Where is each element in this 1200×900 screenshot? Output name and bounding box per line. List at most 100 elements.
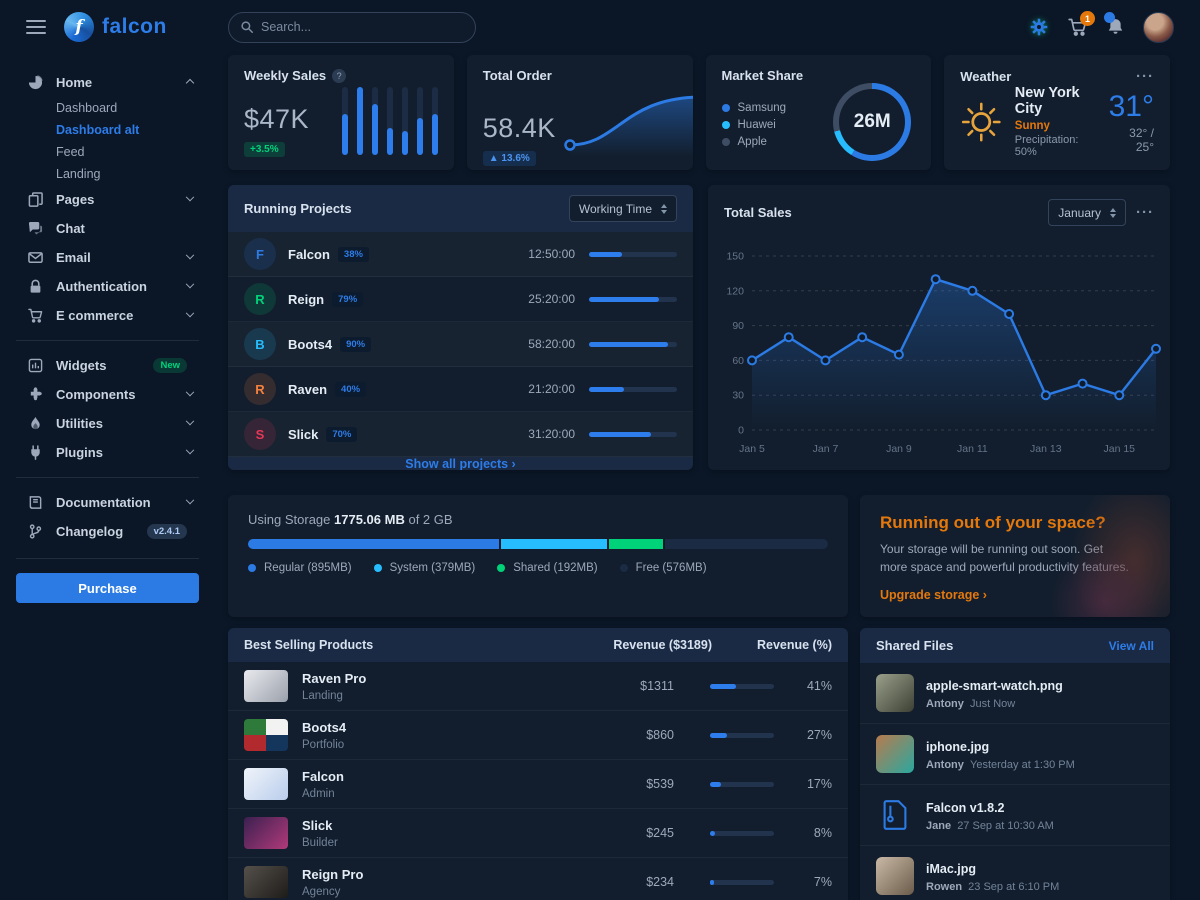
sidebar-item-label: Widgets — [56, 358, 107, 373]
weather-precipitation: Precipitation: 50% — [1014, 134, 1079, 158]
product-category-link[interactable]: Landing — [302, 690, 343, 702]
fire-icon — [28, 416, 44, 432]
bar-track — [356, 87, 363, 155]
sidebar-item-utilities[interactable]: Utilities — [14, 409, 201, 438]
project-time: 58:20:00 — [528, 337, 575, 351]
more-menu-icon[interactable]: ··· — [1136, 204, 1154, 221]
product-name-link[interactable]: Falcon — [302, 769, 344, 784]
search-box[interactable] — [228, 11, 476, 43]
project-name-link[interactable]: Boots4 — [288, 336, 333, 352]
revenue-pct-column-header: Revenue (%) — [756, 638, 832, 652]
project-percent-badge: 79% — [332, 291, 364, 307]
sidebar-item-dashboard[interactable]: Dashboard — [56, 101, 118, 115]
project-name-link[interactable]: Reign — [288, 291, 325, 307]
file-name-link[interactable]: apple-smart-watch.png — [926, 678, 1063, 693]
weekly-sales-title: Weekly Sales — [244, 68, 327, 83]
weather-temp: 31° — [1108, 89, 1154, 123]
upgrade-space-card: Running out of your space? Your storage … — [860, 495, 1170, 617]
notification-dot — [1104, 12, 1115, 23]
product-revenue-bar — [710, 879, 774, 885]
upgrade-storage-link[interactable]: Upgrade storage › — [880, 588, 987, 602]
sidebar-divider — [16, 558, 199, 559]
weather-card: Weather ··· New York City Sunny Prec — [944, 55, 1170, 170]
product-revenue-pct: 8% — [813, 826, 832, 840]
pie-chart-icon — [28, 74, 44, 91]
sidebar-item-feed[interactable]: Feed — [56, 145, 85, 159]
settings-gear-icon[interactable] — [1029, 17, 1049, 37]
sidebar: f falcon Home Dashboard Dashboard alt Feed L… — [0, 0, 215, 900]
shopping-cart-icon[interactable]: 1 — [1067, 11, 1095, 37]
running-projects-card: Running Projects Working Time F Falcon 38%… — [228, 185, 693, 470]
product-revenue-bar — [710, 830, 774, 836]
purchase-button[interactable]: Purchase — [16, 573, 199, 603]
market-share-donut-chart: 26M — [833, 83, 912, 161]
book-icon — [28, 495, 44, 511]
project-name-link[interactable]: Falcon — [288, 246, 330, 262]
sidebar-item-dashboard-alt[interactable]: Dashboard alt — [56, 123, 140, 137]
file-thumbnail — [876, 857, 914, 895]
chevron-down-icon — [185, 279, 195, 288]
svg-text:90: 90 — [732, 320, 744, 332]
bar-track — [431, 87, 438, 155]
file-meta: Antony Just Now — [926, 697, 1016, 710]
best-selling-products-card: Best Selling Products Revenue ($3189) Re… — [228, 628, 848, 900]
sidebar-item-authentication[interactable]: Authentication — [14, 272, 201, 301]
product-name-link[interactable]: Reign Pro — [302, 867, 364, 882]
chevron-down-icon — [185, 416, 195, 425]
file-name-link[interactable]: Falcon v1.8.2 — [926, 800, 1005, 815]
sidebar-item-pages[interactable]: Pages — [14, 185, 201, 214]
hamburger-menu-icon[interactable] — [26, 16, 46, 38]
select-value: January — [1058, 205, 1101, 220]
user-avatar[interactable] — [1143, 11, 1174, 43]
sidebar-item-e-commerce[interactable]: E commerce — [14, 301, 201, 330]
legend-dot — [721, 138, 730, 146]
legend-label: System (379MB) — [389, 562, 476, 574]
product-name-link[interactable]: Slick — [302, 818, 333, 833]
sidebar-item-chat[interactable]: Chat — [14, 214, 201, 243]
file-name-link[interactable]: iMac.jpg — [926, 861, 977, 876]
product-category-link[interactable]: Admin — [302, 788, 335, 800]
show-all-projects-footer: Show all projects › — [228, 457, 693, 470]
search-icon — [241, 21, 253, 33]
sidebar-item-home[interactable]: Home — [14, 68, 201, 97]
product-thumbnail — [244, 817, 288, 849]
weather-condition: Sunny — [1014, 120, 1050, 132]
product-name-link[interactable]: Boots4 — [302, 720, 347, 735]
working-time-select[interactable]: Working Time — [568, 195, 677, 222]
svg-text:Jan 9: Jan 9 — [886, 443, 912, 455]
product-category-link[interactable]: Builder — [302, 837, 338, 849]
show-all-projects-link[interactable]: Show all projects › — [405, 457, 516, 470]
project-name-link[interactable]: Raven — [288, 381, 328, 397]
project-name-link[interactable]: Slick — [288, 426, 319, 442]
bar — [416, 117, 423, 155]
product-name-link[interactable]: Raven Pro — [302, 671, 367, 686]
product-category-link[interactable]: Agency — [302, 886, 341, 898]
sidebar-item-changelog[interactable]: Changelog v2.4.1 — [14, 517, 201, 546]
falcon-logo[interactable]: f falcon — [64, 12, 167, 42]
sidebar-item-label: Home — [56, 75, 93, 90]
more-menu-icon[interactable]: ··· — [1136, 68, 1154, 85]
branch-icon — [28, 523, 44, 540]
weekly-sales-value: $47K — [244, 104, 310, 134]
project-row: F Falcon 38% 12:50:00 — [228, 232, 693, 277]
month-select[interactable]: January — [1048, 199, 1126, 226]
sidebar-item-documentation[interactable]: Documentation — [14, 488, 201, 517]
product-revenue-pct: 7% — [813, 875, 832, 889]
product-revenue-bar — [710, 732, 774, 738]
product-row: Raven Pro Landing $1311 41% — [228, 662, 848, 711]
chevron-up-icon — [185, 78, 195, 87]
search-input[interactable] — [261, 20, 463, 34]
help-icon[interactable]: ? — [332, 68, 347, 83]
sidebar-item-email[interactable]: Email — [14, 243, 201, 272]
product-category-link[interactable]: Portfolio — [302, 739, 345, 751]
svg-text:Jan 5: Jan 5 — [739, 443, 765, 455]
sidebar-item-widgets[interactable]: Widgets New — [14, 351, 201, 380]
sidebar-item-landing[interactable]: Landing — [56, 167, 101, 181]
view-all-link[interactable]: View All — [1108, 638, 1154, 653]
notifications-bell-icon[interactable] — [1104, 12, 1125, 37]
sidebar-item-plugins[interactable]: Plugins — [14, 438, 201, 467]
legend-label: Shared (192MB) — [513, 562, 598, 574]
pages-icon — [28, 191, 44, 208]
sidebar-item-components[interactable]: Components — [14, 380, 201, 409]
file-name-link[interactable]: iphone.jpg — [926, 739, 990, 754]
